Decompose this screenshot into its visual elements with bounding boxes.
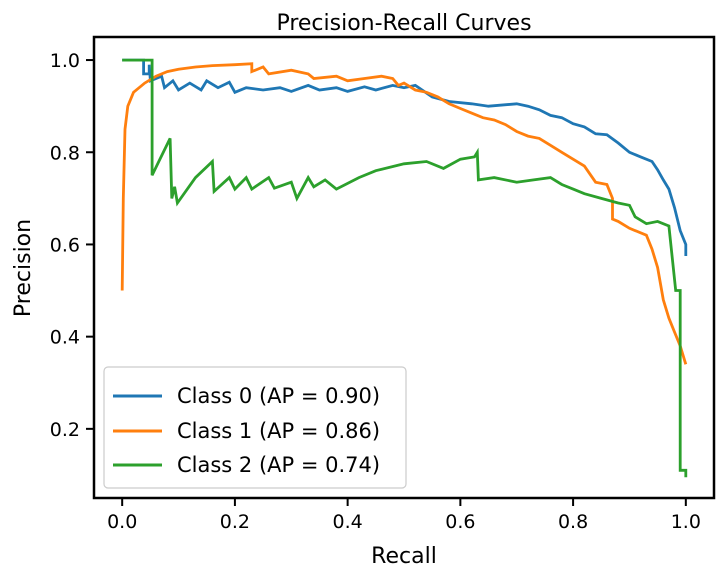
legend-label-class-1: Class 1 (AP = 0.86) bbox=[177, 419, 380, 443]
legend-label-class-0: Class 0 (AP = 0.90) bbox=[177, 384, 380, 408]
x-axis-label: Recall bbox=[371, 544, 437, 569]
y-tick-label: 0.2 bbox=[50, 419, 80, 441]
legend-label-class-2: Class 2 (AP = 0.74) bbox=[177, 453, 380, 477]
legend-box bbox=[103, 366, 407, 489]
y-tick-label: 1.0 bbox=[50, 50, 80, 72]
series-line-class-0 bbox=[122, 58, 688, 256]
y-axis-ticks: 0.2 0.4 0.6 0.8 1.0 bbox=[50, 50, 94, 441]
x-tick-label: 1.0 bbox=[671, 511, 701, 533]
y-tick-label: 0.4 bbox=[50, 327, 80, 349]
x-tick-label: 0.0 bbox=[107, 511, 137, 533]
series-line-class-1 bbox=[120, 62, 688, 365]
x-tick-label: 0.8 bbox=[558, 511, 588, 533]
y-tick-label: 0.8 bbox=[50, 142, 80, 164]
plot-frame bbox=[92, 35, 716, 500]
x-tick-label: 0.6 bbox=[445, 511, 475, 533]
x-axis-ticks: 0.0 0.2 0.4 0.6 0.8 1.0 bbox=[107, 498, 701, 533]
x-tick-label: 0.4 bbox=[333, 511, 363, 533]
chart-title: Precision-Recall Curves bbox=[276, 11, 531, 36]
legend: Class 0 (AP = 0.90) Class 1 (AP = 0.86) … bbox=[103, 366, 407, 489]
y-tick-label: 0.6 bbox=[50, 234, 80, 256]
series-line-class-2 bbox=[122, 58, 688, 478]
series-layer bbox=[120, 58, 688, 478]
x-tick-label: 0.2 bbox=[220, 511, 250, 533]
y-axis-label: Precision bbox=[11, 219, 36, 317]
